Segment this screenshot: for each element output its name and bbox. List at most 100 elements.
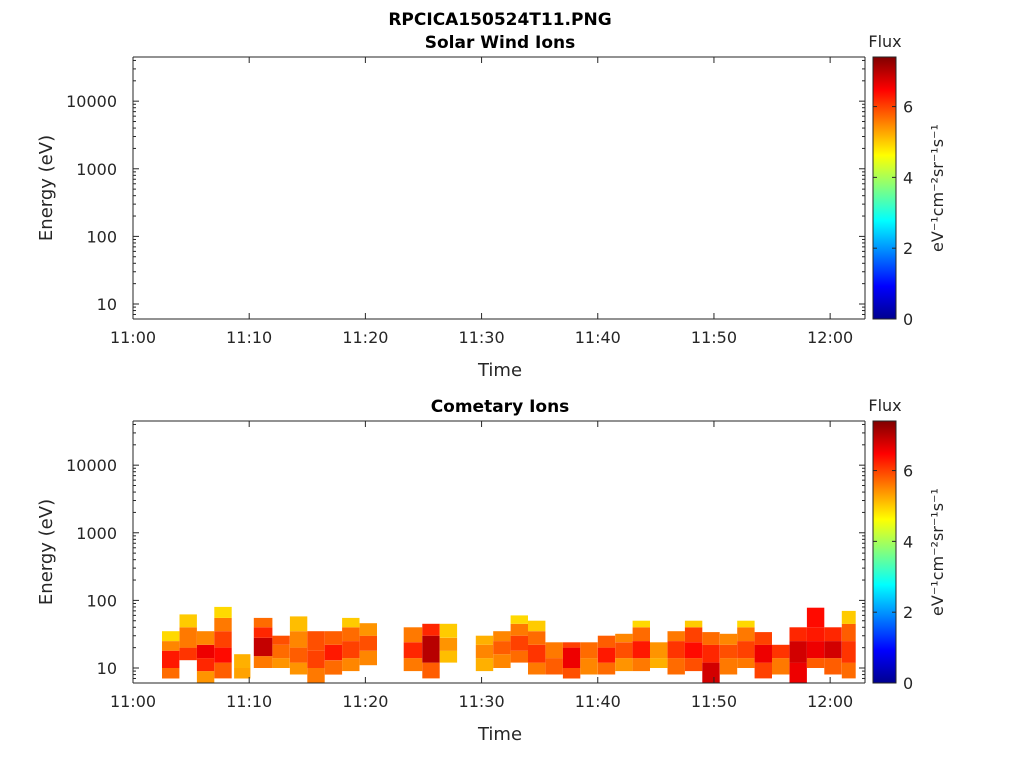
heatmap-cell — [359, 623, 377, 636]
x-tick-label: 11:10 — [226, 692, 272, 711]
heatmap-cell — [702, 644, 720, 663]
y-tick-label: 10000 — [66, 92, 117, 111]
heatmap-cell — [632, 627, 650, 642]
y-tick-label: 100 — [86, 591, 117, 610]
heatmap-cell — [719, 644, 738, 659]
heatmap-cell — [737, 620, 755, 628]
x-axis-label: Time — [477, 724, 522, 745]
heatmap-cell — [789, 662, 807, 683]
heatmap-cell — [422, 662, 440, 679]
heatmap-cell — [841, 610, 856, 624]
heatmap-cell — [737, 627, 755, 642]
heatmap-cell — [272, 658, 290, 668]
x-tick-label: 11:20 — [342, 328, 388, 347]
heatmap-cell — [806, 641, 825, 659]
heatmap-cell — [196, 658, 215, 672]
heatmap-cell — [403, 642, 423, 659]
colorbar-label: Flux — [868, 32, 901, 51]
heatmap-cell — [342, 617, 360, 628]
colorbar-tick-label: 0 — [903, 310, 913, 329]
heatmap-cell — [196, 644, 215, 659]
heatmap-cell — [403, 627, 423, 643]
heatmap-cell — [162, 650, 180, 668]
heatmap-cell — [475, 635, 494, 645]
heatmap-cell — [214, 662, 232, 679]
heatmap-cell — [841, 623, 856, 642]
heatmap-cell — [702, 632, 720, 645]
heatmap-cell — [475, 644, 494, 659]
heatmap-cell — [615, 658, 633, 672]
y-tick-label: 100 — [86, 227, 117, 246]
heatmap-cell — [580, 658, 598, 675]
heatmap-cell — [179, 647, 197, 661]
x-tick-label: 12:00 — [807, 692, 853, 711]
heatmap-cell — [439, 650, 458, 663]
heatmap-cell — [545, 642, 563, 659]
heatmap-cell — [493, 631, 511, 642]
heatmap-cells — [162, 606, 856, 683]
x-tick-label: 11:20 — [342, 692, 388, 711]
heatmap-cell — [806, 658, 825, 668]
heatmap-cell — [562, 642, 581, 648]
heatmap-cell — [650, 642, 668, 659]
heatmap-cell — [528, 631, 546, 645]
colorbar-label: Flux — [868, 396, 901, 415]
heatmap-cell — [650, 658, 668, 668]
heatmap-cell — [289, 631, 308, 648]
heatmap-cell — [359, 650, 377, 666]
heatmap-cell — [545, 658, 563, 675]
heatmap-cell — [806, 627, 825, 642]
heatmap-cell — [253, 617, 273, 628]
heatmap-cell — [824, 641, 842, 659]
heatmap-cell — [253, 656, 273, 668]
heatmap-cell — [684, 642, 703, 659]
x-tick-label: 12:00 — [807, 328, 853, 347]
heatmap-cell — [754, 662, 772, 679]
heatmap-cell — [289, 662, 308, 675]
colorbar-tick-label: 6 — [903, 98, 913, 117]
heatmap-cell — [253, 637, 273, 657]
heatmap-cell — [253, 627, 273, 638]
x-tick-label: 11:00 — [110, 328, 156, 347]
y-tick-label: 1000 — [76, 160, 117, 179]
heatmap-cell — [475, 658, 494, 672]
heatmap-cell — [737, 658, 755, 668]
heatmap-cell — [528, 620, 546, 632]
colorbar-tick-label: 0 — [903, 674, 913, 693]
x-tick-label: 11:30 — [459, 692, 505, 711]
x-tick-label: 11:30 — [459, 328, 505, 347]
heatmap-cell — [702, 662, 720, 683]
x-tick-label: 11:50 — [691, 692, 737, 711]
heatmap-cell — [772, 658, 790, 675]
heatmap-cell — [289, 616, 308, 632]
colorbar — [872, 420, 897, 684]
y-tick-label: 10 — [97, 295, 117, 314]
heatmap-cell — [272, 644, 290, 659]
heatmap-cell — [824, 627, 842, 642]
heatmap-cell — [307, 668, 325, 683]
heatmap-cell — [632, 658, 650, 672]
heatmap-cell — [597, 647, 616, 663]
heatmap-cell — [841, 641, 856, 663]
heatmap-cell — [615, 633, 633, 643]
heatmap-cell — [214, 606, 232, 618]
heatmap-cell — [510, 623, 528, 636]
x-axis-label: Time — [477, 360, 522, 381]
figure-title: RPCICA150524T11.PNG — [388, 10, 611, 30]
heatmap-cell — [196, 671, 215, 683]
heatmap-cell — [324, 644, 343, 661]
heatmap-cell — [528, 662, 546, 675]
heatmap-cell — [597, 635, 616, 648]
colorbar — [872, 56, 897, 320]
heatmap-cell — [342, 658, 360, 672]
x-tick-label: 11:10 — [226, 328, 272, 347]
heatmap-cell — [684, 627, 703, 643]
heatmap-cell — [162, 641, 180, 651]
heatmap-cell — [342, 627, 360, 642]
heatmap-cell — [754, 632, 772, 645]
heatmap-cell — [528, 644, 546, 663]
colorbar-tick-label: 4 — [903, 532, 913, 551]
x-tick-label: 11:40 — [575, 692, 621, 711]
y-axis-label: Energy (eV) — [36, 135, 57, 241]
heatmap-cell — [422, 623, 440, 636]
